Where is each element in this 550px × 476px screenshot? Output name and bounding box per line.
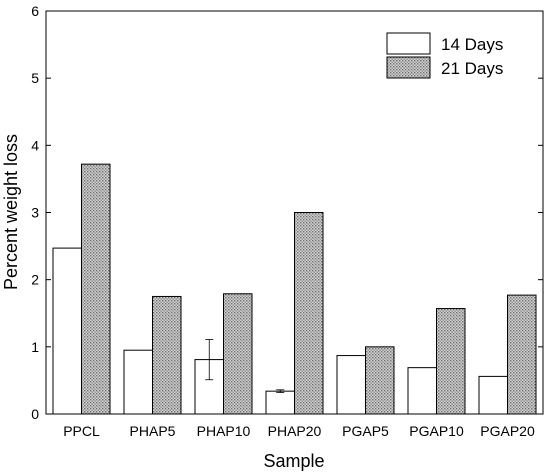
bars <box>52 163 537 415</box>
legend: 14 Days 21 Days <box>386 32 503 79</box>
legend-label-21-days: 21 Days <box>441 59 503 78</box>
bar-14-days-phap5 <box>123 349 153 415</box>
y-tick-label: 3 <box>31 205 39 221</box>
bar-14-days-ppcl <box>52 247 82 415</box>
bar-21-days-phap10 <box>223 293 253 415</box>
bar-21-days-pgap10 <box>436 308 466 415</box>
y-tick-label: 1 <box>31 339 39 355</box>
x-tick-label: PHAP10 <box>197 423 251 439</box>
bar-21-days-phap20 <box>294 212 324 415</box>
x-tick-label: PGAP20 <box>480 423 535 439</box>
x-tick-label: PHAP5 <box>130 423 176 439</box>
x-axis: PPCL PHAP5 PHAP10 PHAP20 PGAP5 PGAP10 PGAP20 <box>63 409 535 439</box>
bar-14-days-phap20 <box>265 390 295 415</box>
bar-21-days-pgap5 <box>365 346 395 415</box>
bar-14-days-pgap5 <box>336 355 366 415</box>
y-tick-label: 4 <box>31 137 39 153</box>
y-tick-label: 0 <box>31 406 39 422</box>
legend-swatch-21-days <box>386 56 431 79</box>
bar-21-days-phap5 <box>152 295 182 415</box>
x-tick-label: PGAP5 <box>342 423 389 439</box>
x-tick-label: PGAP10 <box>409 423 464 439</box>
y-axis-title: Percent weight loss <box>1 134 21 290</box>
y-tick-label: 5 <box>31 70 39 86</box>
legend-swatch-14-days <box>386 32 431 55</box>
y-tick-label: 2 <box>31 272 39 288</box>
error-bars <box>205 339 285 393</box>
legend-label-14-days: 14 Days <box>441 35 503 54</box>
bar-21-days-ppcl <box>81 163 111 415</box>
x-tick-label: PPCL <box>63 423 100 439</box>
x-axis-title: Sample <box>263 451 324 471</box>
y-tick-label: 6 <box>31 3 39 19</box>
x-tick-label: PHAP20 <box>268 423 322 439</box>
bar-14-days-pgap20 <box>478 375 508 415</box>
bar-21-days-pgap20 <box>507 294 537 415</box>
y-axis: 0 1 2 3 4 5 6 <box>31 3 543 422</box>
bar-14-days-pgap10 <box>407 367 437 415</box>
